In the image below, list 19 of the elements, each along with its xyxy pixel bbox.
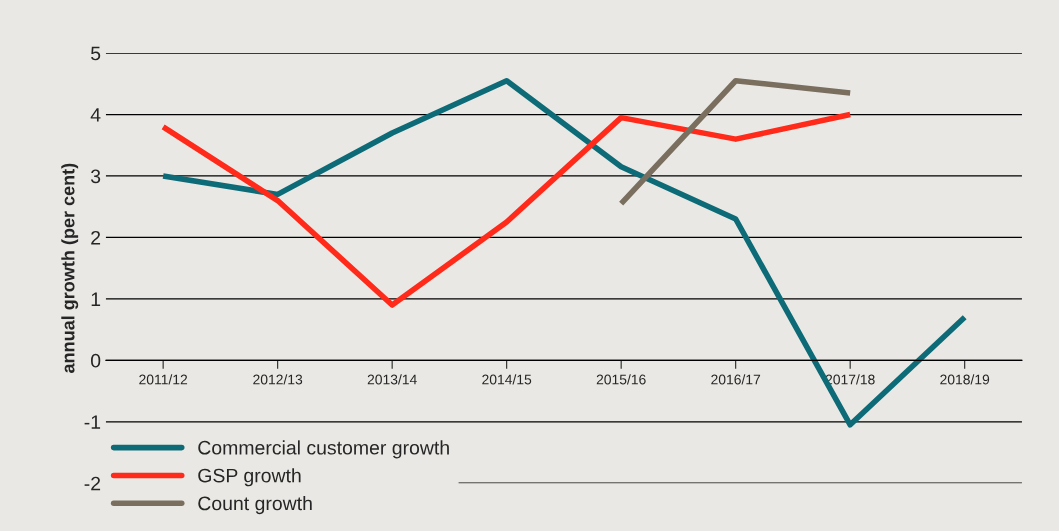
y-tick-label: -2 (84, 476, 101, 491)
x-tick-label: 2018/19 (940, 374, 990, 385)
x-tick-label: 2011/12 (139, 374, 188, 385)
y-tick-label: 2 (91, 230, 101, 245)
y-tick-label: 5 (91, 46, 101, 61)
y-tick-label: 0 (90, 353, 101, 368)
x-tick-label: 2013/14 (367, 374, 417, 385)
x-tick-label: 2014/15 (482, 374, 532, 385)
y-tick-label: 1 (91, 292, 101, 306)
y-tick-label: -1 (84, 415, 101, 429)
y-axis-title: annual growth (per cent) (61, 163, 79, 373)
x-tick-label: 2016/17 (711, 374, 761, 385)
x-tick-label: 2015/16 (596, 374, 646, 385)
legend-label: Count growth (198, 496, 312, 515)
legend-label: Commercial customer growth (198, 440, 449, 459)
y-tick-label: 4 (90, 108, 101, 122)
x-tick-label: 2012/13 (253, 374, 303, 385)
legend-label: GSP growth (198, 468, 301, 487)
y-tick-label: 3 (90, 169, 101, 184)
